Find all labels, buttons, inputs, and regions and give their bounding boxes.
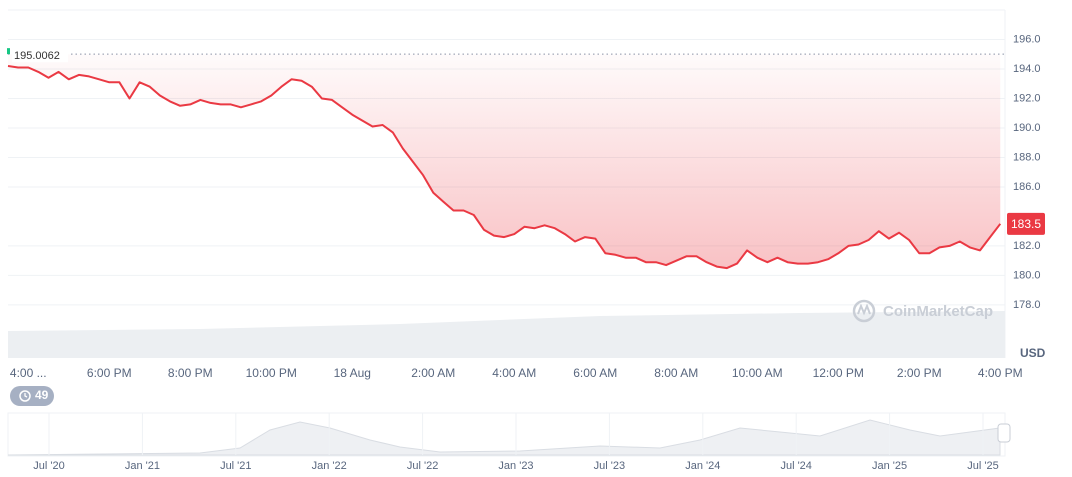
- unit-label: USD: [1020, 346, 1046, 360]
- events-pill: [10, 386, 54, 406]
- x-tick-label: 18 Aug: [334, 366, 371, 380]
- navigator-label: Jul '25: [967, 460, 998, 472]
- price-line: [7, 65, 1002, 270]
- navigator-area: [7, 419, 1001, 456]
- y-tick-label: 188.0: [1013, 151, 1041, 163]
- x-tick-label: 10:00 PM: [246, 366, 297, 380]
- current-price-label: 183.5: [1011, 217, 1041, 231]
- navigator-handle[interactable]: [997, 423, 1011, 443]
- area-fill: [8, 54, 1001, 269]
- y-tick-label: 192.0: [1013, 92, 1041, 104]
- x-tick-label: 10:00 AM: [732, 366, 783, 380]
- volume-area: [8, 311, 1005, 358]
- clock-icon: [19, 390, 31, 402]
- x-tick-label: 2:00 AM: [411, 366, 455, 380]
- watermark-logo: [852, 299, 876, 323]
- watermark: CoinMarketCap: [883, 303, 993, 320]
- navigator-label: Jul '24: [780, 460, 811, 472]
- y-tick-label: 196.0: [1013, 33, 1041, 45]
- x-tick-label: 8:00 AM: [654, 366, 698, 380]
- navigator-label: Jan '21: [125, 460, 160, 472]
- navigator-label: Jul '23: [594, 460, 625, 472]
- navigator-label: Jul '21: [220, 460, 251, 472]
- reference-label: 195.0062: [14, 50, 60, 62]
- reference-label-bg: [12, 49, 68, 63]
- x-tick-label: 6:00 PM: [87, 366, 132, 380]
- x-tick-label: 6:00 AM: [573, 366, 617, 380]
- events-badge[interactable]: 49: [10, 386, 54, 406]
- x-tick-label: 8:00 PM: [168, 366, 213, 380]
- events-count: 49: [35, 388, 49, 402]
- x-tick-label: 2:00 PM: [897, 366, 942, 380]
- x-tick-label: 4:00 PM: [978, 366, 1023, 380]
- y-tick-label: 178.0: [1013, 299, 1041, 311]
- navigator-label: Jan '22: [312, 460, 347, 472]
- y-tick-label: 180.0: [1013, 269, 1041, 281]
- y-tick-label: 186.0: [1013, 181, 1041, 193]
- navigator-label: Jul '20: [33, 460, 64, 472]
- navigator-label: Jul '22: [407, 460, 438, 472]
- reference-marker: [7, 48, 10, 55]
- navigator-label: Jan '24: [685, 460, 720, 472]
- x-tick-label: 12:00 PM: [813, 366, 864, 380]
- clock-hands: [24, 393, 28, 398]
- navigator-label: Jan '25: [872, 460, 907, 472]
- current-price-badge: [1007, 212, 1045, 235]
- y-tick-label: 190.0: [1013, 122, 1041, 134]
- y-tick-label: 182.0: [1013, 240, 1041, 252]
- navigator-label: Jan '23: [498, 460, 533, 472]
- x-tick-label: 4:00 ...: [10, 366, 47, 380]
- y-tick-label: 194.0: [1013, 63, 1041, 75]
- x-tick-label: 4:00 AM: [492, 366, 536, 380]
